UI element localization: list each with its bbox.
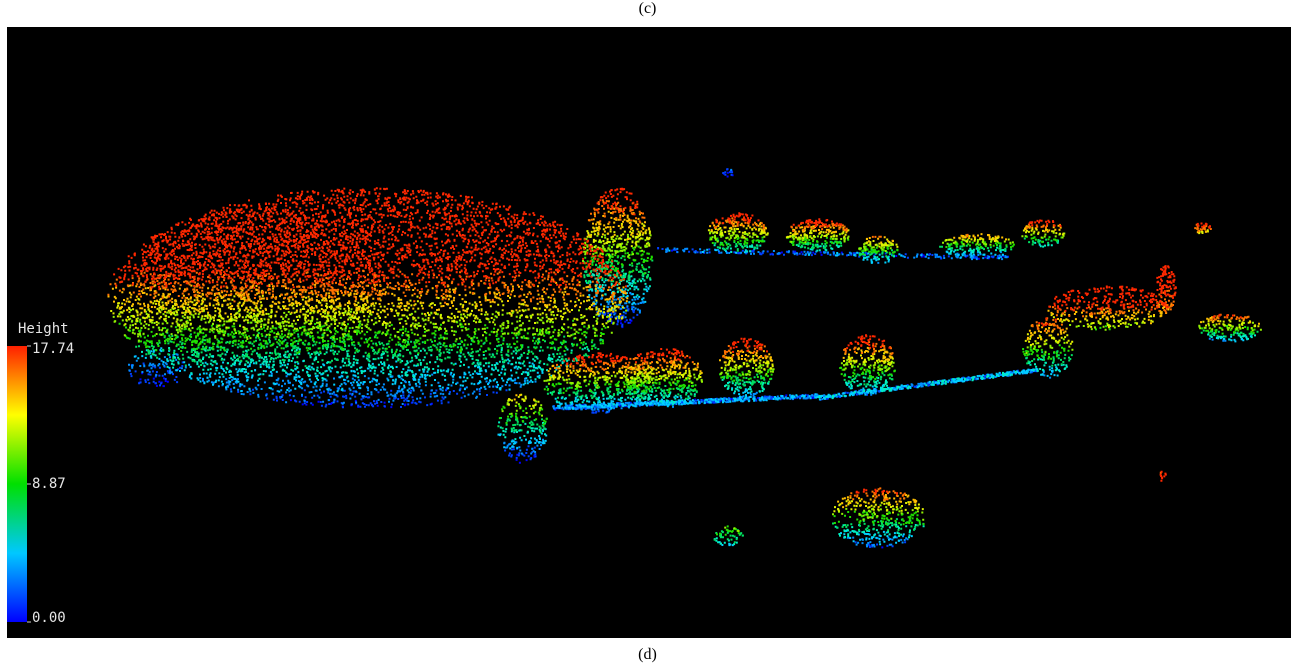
- colorbar: [7, 346, 27, 622]
- caption-bottom: (d): [0, 646, 1295, 664]
- point-cloud-view: Height 17.74 8.87 0.00: [7, 27, 1291, 638]
- caption-top: (c): [0, 0, 1295, 18]
- page: (c) Height 17.74 8.87 0.00 (d): [0, 0, 1295, 668]
- colorbar-tick-label: 0.00: [32, 610, 66, 626]
- colorbar-tick-label: 8.87: [32, 476, 66, 492]
- colorbar-tick-label: 17.74: [32, 341, 74, 357]
- colorbar-title: Height: [18, 321, 69, 337]
